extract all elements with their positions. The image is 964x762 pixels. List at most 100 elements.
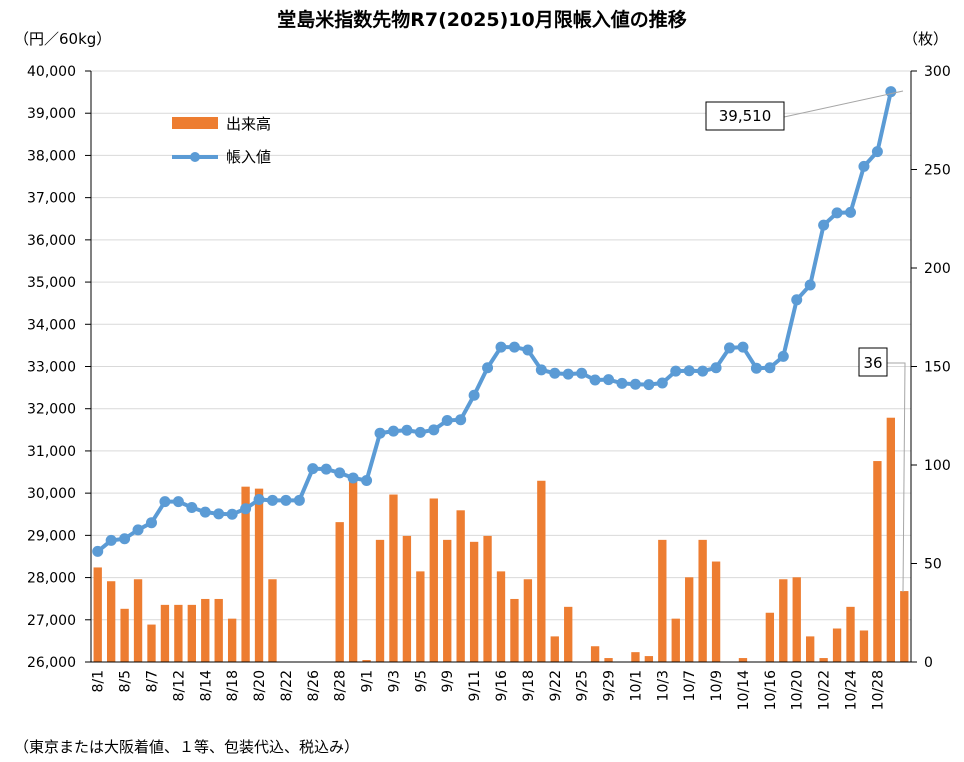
volume-bar	[711, 561, 721, 662]
volume-bar	[443, 539, 452, 662]
x-tick-label: 10/1	[628, 670, 644, 701]
volume-bar	[402, 535, 412, 662]
volume-bar	[658, 539, 667, 662]
x-tick-label: 9/16	[494, 670, 510, 702]
annotation-last-price: 39,510	[705, 90, 904, 131]
volume-bar	[792, 577, 801, 662]
settlement-point	[629, 378, 641, 390]
settlement-point	[522, 344, 534, 356]
y-left-tick-label: 36,000	[27, 233, 76, 249]
volume-bar	[738, 658, 748, 662]
volume-bar	[846, 606, 855, 662]
y-right-tick-label: 200	[924, 261, 951, 277]
x-tick-label: 8/1	[91, 670, 107, 693]
settlement-point	[374, 427, 386, 439]
settlement-point	[307, 463, 319, 475]
left-axis-unit: （円／60kg）	[14, 30, 111, 48]
legend: 出来高 帳入値	[172, 115, 271, 166]
legend-line-label: 帳入値	[226, 148, 271, 166]
volume-bar	[106, 581, 116, 662]
volume-bar	[375, 539, 385, 662]
volume-bar	[765, 612, 775, 662]
right-axis-unit: （枚）	[903, 30, 948, 48]
settlement-point	[549, 367, 561, 379]
settlement-point	[737, 341, 749, 353]
x-tick-label: 9/25	[575, 670, 591, 701]
settlement-point	[253, 493, 265, 505]
volume-bar	[819, 658, 828, 662]
settlement-point	[172, 496, 184, 508]
volume-bar	[241, 486, 250, 662]
settlement-point	[603, 374, 615, 386]
volume-bar	[859, 630, 869, 662]
x-tick-label: 8/22	[279, 670, 295, 701]
y-left-tick-label: 37,000	[27, 191, 76, 207]
volume-bar	[550, 636, 559, 662]
volume-bar	[174, 604, 183, 662]
legend-line-marker	[190, 152, 200, 162]
volume-bar	[685, 577, 694, 662]
settlement-point	[845, 206, 857, 218]
volume-bar	[806, 636, 815, 662]
settlement-point	[280, 494, 292, 506]
y-left-tick-label: 34,000	[27, 317, 76, 333]
settlement-point	[132, 524, 144, 536]
x-tick-label: 8/20	[252, 670, 268, 701]
settlement-point	[320, 463, 332, 475]
chart-title: 堂島米指数先物R7(2025)10月限帳入値の推移	[277, 8, 687, 31]
x-tick-label: 10/20	[790, 670, 806, 710]
settlement-point	[455, 414, 467, 426]
volume-bar	[389, 494, 398, 662]
axes: 26,000 27,000 28,000 29,000 30,000 31,000 32,0…	[27, 64, 951, 710]
volume-bar	[644, 656, 654, 662]
x-tick-label: 9/11	[467, 670, 483, 701]
y-right-tick-label: 0	[924, 655, 933, 671]
y-right-tick-label: 100	[924, 458, 951, 474]
volume-bar	[187, 604, 196, 662]
settlement-point	[159, 496, 171, 508]
volume-bar	[416, 571, 425, 662]
volume-bar	[832, 628, 842, 662]
y-left-tick-label: 31,000	[27, 444, 76, 460]
settlement-point	[831, 207, 843, 219]
settlement-point	[710, 362, 722, 374]
settlement-point	[266, 494, 278, 506]
settlement-point	[119, 533, 131, 545]
volume-bar	[523, 579, 533, 662]
settlement-point	[226, 508, 238, 520]
settlement-point	[240, 503, 252, 515]
settlement-point	[199, 506, 211, 518]
x-tick-label: 8/14	[198, 670, 214, 702]
gridlines	[91, 70, 911, 621]
y-left-tick-label: 28,000	[27, 571, 76, 587]
settlement-point	[697, 365, 709, 377]
settlement-point	[347, 472, 359, 484]
volume-bar	[873, 461, 882, 662]
annotation-last-volume-text: 36	[863, 354, 882, 372]
volume-bar	[160, 604, 170, 662]
y-left-tick-label: 40,000	[27, 64, 76, 80]
y-left-tick-label: 33,000	[27, 360, 76, 376]
x-tick-label: 10/16	[763, 670, 779, 710]
settlement-point	[92, 545, 104, 557]
settlement-point	[401, 424, 413, 436]
y-left-tick-label: 26,000	[27, 655, 76, 671]
annotation-last-volume-leader	[887, 362, 906, 593]
settlement-point	[818, 219, 830, 231]
x-tick-label: 8/18	[225, 670, 241, 701]
y-left-tick-label: 38,000	[27, 148, 76, 164]
line-series-settlement	[92, 86, 897, 557]
x-tick-label: 10/28	[870, 670, 886, 710]
volume-bar	[362, 660, 371, 662]
settlement-point	[791, 294, 803, 306]
annotation-last-price-leader	[783, 90, 904, 118]
volume-bar	[214, 598, 223, 662]
volume-bar	[456, 510, 465, 662]
x-tick-label: 8/5	[118, 670, 134, 693]
settlement-point	[670, 365, 682, 377]
volume-bar	[900, 591, 909, 662]
volume-bar	[631, 652, 640, 662]
x-tick-label: 10/9	[709, 670, 725, 701]
annotation-last-price-text: 39,510	[719, 107, 772, 125]
